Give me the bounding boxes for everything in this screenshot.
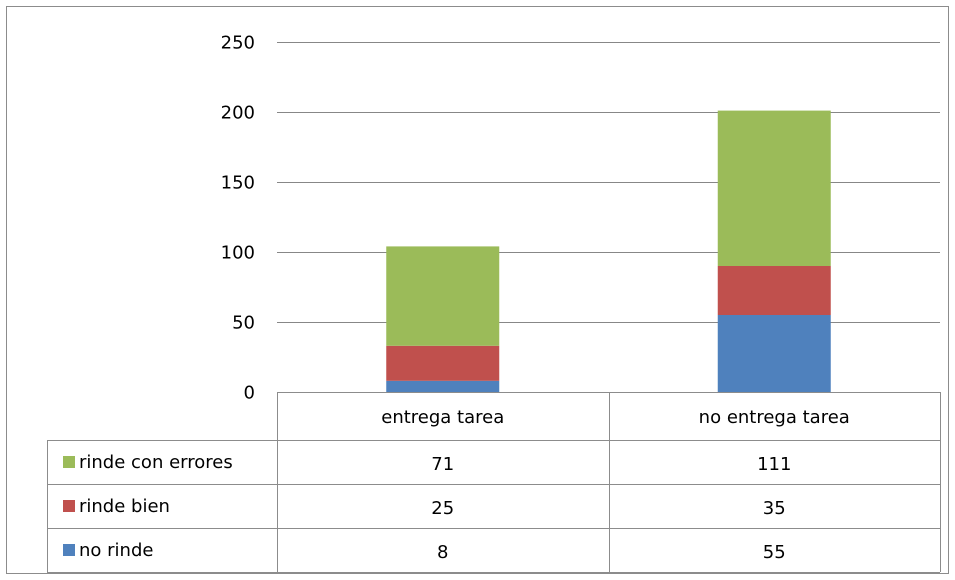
table-value-rinde-con-errores-1: 111 — [757, 454, 791, 475]
legend-label-no-rinde: no rinde — [79, 540, 153, 561]
table-value-rinde-bien-0: 25 — [431, 498, 454, 519]
y-tick-label-50: 50 — [232, 313, 255, 334]
bar-1-rinde-bien — [717, 266, 831, 315]
table-value-rinde-bien-1: 35 — [763, 498, 786, 519]
legend-key-rinde-con-errores — [63, 456, 75, 468]
data-table: entrega tarea no entrega tarea rinde con e… — [47, 392, 941, 573]
table-value-no-rinde-0: 8 — [437, 542, 448, 563]
bar-1-rinde-con-errores — [717, 110, 831, 266]
bar-0-rinde-bien — [386, 345, 500, 381]
y-tick-label-150: 150 — [221, 173, 255, 194]
bar-1-no-rinde — [717, 315, 831, 392]
bar-0-no-rinde — [386, 380, 500, 392]
legend-label-rinde-bien: rinde bien — [79, 496, 170, 517]
bar-0-rinde-con-errores — [386, 246, 500, 346]
y-tick-label-250: 250 — [221, 33, 255, 54]
y-tick-label-200: 200 — [221, 103, 255, 124]
legend-key-rinde-bien — [63, 500, 75, 512]
category-label-1: no entrega tarea — [699, 407, 850, 428]
legend-label-rinde-con-errores: rinde con errores — [79, 452, 233, 473]
table-value-no-rinde-1: 55 — [763, 542, 786, 563]
bars — [386, 110, 831, 392]
y-axis-tick-labels: 0 50 100 150 200 250 — [221, 33, 255, 404]
y-tick-label-100: 100 — [221, 243, 255, 264]
y-tick-label-0: 0 — [244, 383, 255, 404]
legend-key-no-rinde — [63, 544, 75, 556]
table-value-rinde-con-errores-0: 71 — [431, 454, 454, 475]
category-label-0: entrega tarea — [381, 407, 504, 428]
